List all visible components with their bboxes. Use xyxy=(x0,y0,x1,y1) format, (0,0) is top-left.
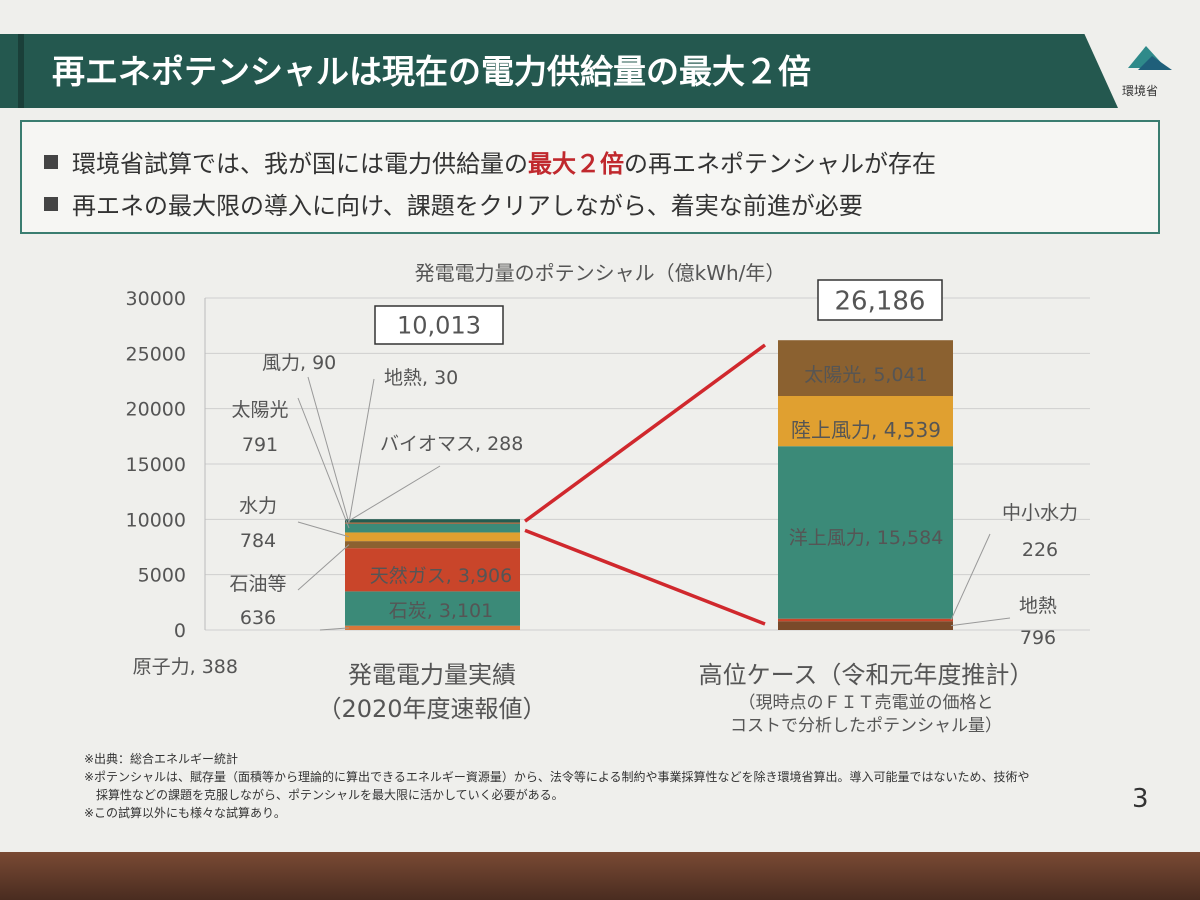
leader-line xyxy=(348,465,441,522)
summary-box: 環境省試算では、我が国には電力供給量の 最大２倍 の再エネポテンシャルが存在 再エネ… xyxy=(20,120,1160,234)
banner-accent xyxy=(18,34,24,108)
logo-label: 環境省 xyxy=(1122,84,1159,98)
bullet-square-icon xyxy=(44,196,58,211)
y-tick-label: 20000 xyxy=(126,399,186,421)
segment-label: 陸上風力, 4,539 xyxy=(791,418,941,442)
bar-segment xyxy=(345,625,520,630)
bar-segment xyxy=(345,519,520,523)
bar-segment xyxy=(778,621,953,630)
bar-segment xyxy=(778,340,953,396)
y-tick-label: 15000 xyxy=(126,454,186,476)
total-box xyxy=(817,279,943,321)
leader-line xyxy=(319,627,350,631)
segment-label: 226 xyxy=(1022,539,1058,561)
total-label: 26,186 xyxy=(835,286,926,316)
segment-label: バイオマス, 288 xyxy=(380,433,523,455)
bullet-highlight: 最大２倍 xyxy=(528,150,624,178)
bullet-square-icon xyxy=(44,154,58,169)
bar-segment xyxy=(345,522,520,524)
total-label: 10,013 xyxy=(397,312,481,340)
page-number: 3 xyxy=(1132,784,1149,814)
chart-title: 発電電力量のポテンシャル（億kWh/年） xyxy=(415,261,786,285)
bullet-text: 再エネの最大限の導入に向け、課題をクリアしながら、着実な前進が必要 xyxy=(72,192,863,220)
segment-label: 原子力, 388 xyxy=(133,656,238,678)
y-tick-label: 10000 xyxy=(126,509,186,531)
segment-label: 中小水力 xyxy=(1002,502,1078,524)
bar-segment xyxy=(778,446,953,619)
y-tick-label: 30000 xyxy=(126,288,186,310)
segment-label: 地熱 xyxy=(1019,595,1057,617)
segment-label: 784 xyxy=(240,530,276,552)
y-tick-label: 25000 xyxy=(126,343,186,365)
leader-line xyxy=(348,378,375,523)
segment-label: 791 xyxy=(242,434,278,456)
bar-segment xyxy=(345,532,520,542)
zoom-connector-line xyxy=(523,343,767,523)
segment-label: 地熱, 30 xyxy=(384,367,458,389)
footnote: ※この試算以外にも様々な試算あり。 xyxy=(84,806,286,820)
category-sublabel: （2020年度速報値） xyxy=(317,695,546,723)
footnote: 採算性などの課題を克服しながら、ポテンシャルを最大限に活かしていく必要がある。 xyxy=(84,788,564,802)
category-sublabel: （現時点のＦＩＴ売電並の価格と xyxy=(739,693,994,713)
bar-segment xyxy=(345,591,520,626)
footnote: ※出典：総合エネルギー統計 xyxy=(84,752,239,766)
category-label: 発電電力量実績 xyxy=(348,661,516,689)
leader-line xyxy=(950,533,991,621)
bullet-text: 環境省試算では、我が国には電力供給量の xyxy=(72,150,528,178)
segment-label: 洋上風力, 15,584 xyxy=(789,527,944,549)
segment-label: 風力, 90 xyxy=(262,352,336,374)
segment-label: 796 xyxy=(1020,627,1056,649)
bar-segment xyxy=(778,618,953,622)
category-sublabel: コストで分析したポテンシャル量） xyxy=(730,716,1002,736)
segment-label: 636 xyxy=(240,607,276,629)
bar-segment xyxy=(345,523,520,533)
title-banner xyxy=(0,34,1118,108)
bar-segment xyxy=(345,541,520,549)
leader-line xyxy=(297,521,350,538)
bar-segment xyxy=(778,395,953,447)
bullet-text: の再エネポテンシャルが存在 xyxy=(624,150,936,178)
category-label: 高位ケース（令和元年度推計） xyxy=(699,661,1034,689)
bar-segment xyxy=(345,548,520,592)
leader-line xyxy=(307,376,350,524)
zoom-connector-line xyxy=(524,528,766,626)
bullet-item: 再エネの最大限の導入に向け、課題をクリアしながら、着実な前進が必要 xyxy=(44,186,863,221)
segment-label: 太陽光, 5,041 xyxy=(804,364,927,386)
y-tick-label: 5000 xyxy=(138,565,186,587)
page-title: 再エネポテンシャルは現在の電力供給量の最大２倍 xyxy=(52,52,811,91)
ministry-logo-icon xyxy=(1128,46,1172,70)
bullet-item: 環境省試算では、我が国には電力供給量の 最大２倍 の再エネポテンシャルが存在 xyxy=(44,144,936,179)
total-box xyxy=(374,305,504,345)
footnote: ※ポテンシャルは、賦存量（面積等から理論的に算出できるエネルギー資源量）から、法… xyxy=(84,770,1030,784)
desk-background xyxy=(0,852,1200,900)
segment-label: 水力 xyxy=(239,495,277,517)
y-tick-label: 0 xyxy=(174,620,186,642)
leader-line xyxy=(297,544,350,591)
energy-potential-chart: 発電電力量のポテンシャル（億kWh/年） 30000 25000 20000 15000… xyxy=(126,261,1090,736)
leader-line xyxy=(950,617,1011,627)
leader-line xyxy=(297,397,350,529)
segment-label: 太陽光 xyxy=(231,399,288,421)
segment-label: 石炭, 3,101 xyxy=(389,600,493,622)
segment-label: 石油等 xyxy=(229,573,286,595)
segment-label: 天然ガス, 3,906 xyxy=(370,565,512,587)
